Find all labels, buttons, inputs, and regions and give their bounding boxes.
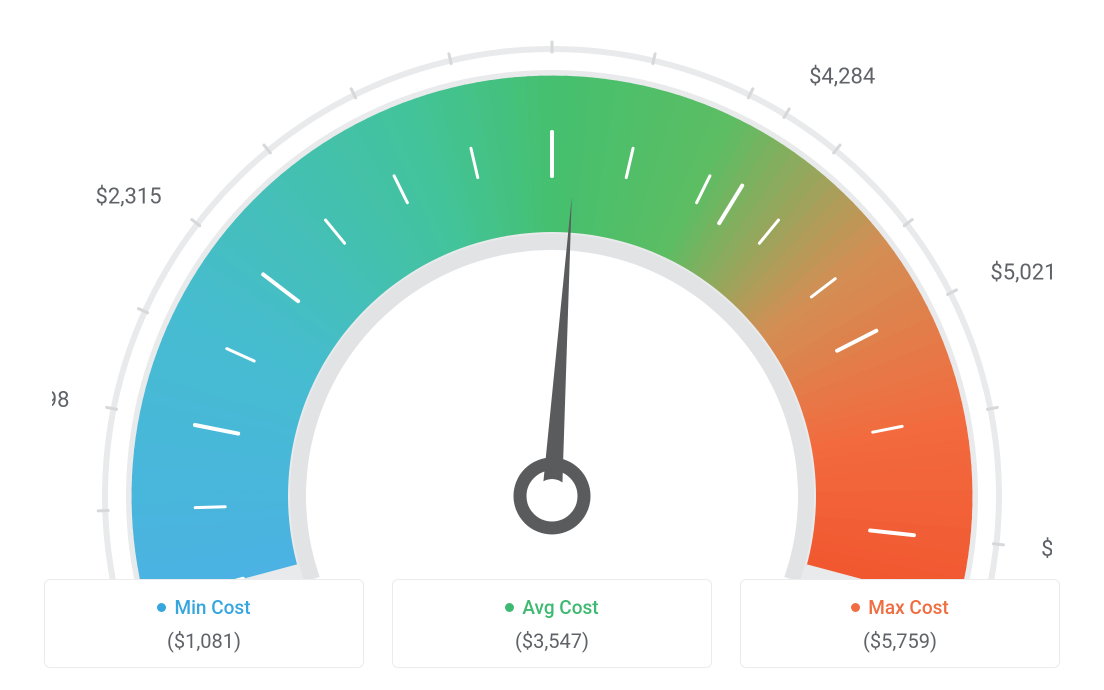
gauge-svg: $1,081$1,698$2,315$3,547$4,284$5,021$5,7… [52, 20, 1052, 580]
gauge-tick-label: $2,315 [96, 184, 162, 209]
gauge-tick-label: $5,759 [1041, 537, 1052, 562]
legend-row: Min Cost ($1,081) Avg Cost ($3,547) Max … [0, 579, 1104, 668]
legend-title-max: Max Cost [851, 596, 948, 619]
legend-label-max: Max Cost [868, 596, 948, 619]
legend-dot-min [157, 603, 166, 612]
legend-value-max: ($5,759) [751, 629, 1049, 653]
legend-label-min: Min Cost [174, 596, 250, 619]
legend-dot-avg [505, 603, 514, 612]
legend-card-min: Min Cost ($1,081) [44, 579, 364, 668]
gauge-tick-label: $1,698 [52, 388, 69, 413]
legend-value-avg: ($3,547) [403, 629, 701, 653]
gauge-tick-label: $4,284 [809, 65, 875, 90]
legend-card-avg: Avg Cost ($3,547) [392, 579, 712, 668]
legend-title-avg: Avg Cost [505, 596, 598, 619]
legend-value-min: ($1,081) [55, 629, 353, 653]
gauge-chart: $1,081$1,698$2,315$3,547$4,284$5,021$5,7… [52, 20, 1052, 560]
gauge-tick-label: $5,021 [990, 261, 1052, 286]
legend-label-avg: Avg Cost [522, 596, 598, 619]
legend-card-max: Max Cost ($5,759) [740, 579, 1060, 668]
legend-title-min: Min Cost [157, 596, 250, 619]
legend-dot-max [851, 603, 860, 612]
